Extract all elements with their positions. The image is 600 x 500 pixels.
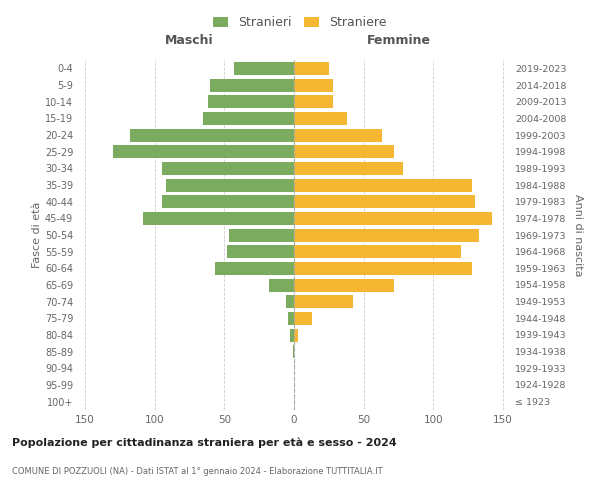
- Text: Maschi: Maschi: [165, 34, 214, 46]
- Bar: [113, 145, 294, 158]
- Bar: [215, 262, 294, 275]
- Bar: [234, 62, 294, 75]
- Y-axis label: Fasce di età: Fasce di età: [32, 202, 42, 268]
- Bar: [294, 328, 298, 342]
- Bar: [294, 195, 475, 208]
- Bar: [229, 228, 294, 241]
- Bar: [130, 128, 294, 141]
- Bar: [294, 62, 329, 75]
- Bar: [227, 245, 294, 258]
- Text: Popolazione per cittadinanza straniera per età e sesso - 2024: Popolazione per cittadinanza straniera p…: [12, 438, 397, 448]
- Bar: [294, 295, 353, 308]
- Bar: [294, 245, 461, 258]
- Y-axis label: Anni di nascita: Anni di nascita: [573, 194, 583, 276]
- Bar: [294, 212, 492, 225]
- Text: Femmine: Femmine: [367, 34, 431, 46]
- Bar: [294, 128, 382, 141]
- Bar: [294, 228, 479, 241]
- Bar: [290, 328, 294, 342]
- Bar: [294, 278, 394, 291]
- Bar: [143, 212, 294, 225]
- Bar: [294, 162, 403, 175]
- Bar: [294, 178, 472, 192]
- Bar: [294, 112, 347, 125]
- Text: COMUNE DI POZZUOLI (NA) - Dati ISTAT al 1° gennaio 2024 - Elaborazione TUTTITALI: COMUNE DI POZZUOLI (NA) - Dati ISTAT al …: [12, 468, 383, 476]
- Bar: [294, 262, 472, 275]
- Bar: [294, 78, 333, 92]
- Legend: Stranieri, Straniere: Stranieri, Straniere: [211, 14, 389, 32]
- Bar: [289, 312, 294, 325]
- Bar: [294, 145, 394, 158]
- Bar: [161, 162, 294, 175]
- Bar: [211, 78, 294, 92]
- Bar: [203, 112, 294, 125]
- Bar: [293, 345, 294, 358]
- Bar: [286, 295, 294, 308]
- Bar: [294, 312, 312, 325]
- Bar: [294, 95, 333, 108]
- Bar: [269, 278, 294, 291]
- Bar: [208, 95, 294, 108]
- Bar: [161, 195, 294, 208]
- Bar: [166, 178, 294, 192]
